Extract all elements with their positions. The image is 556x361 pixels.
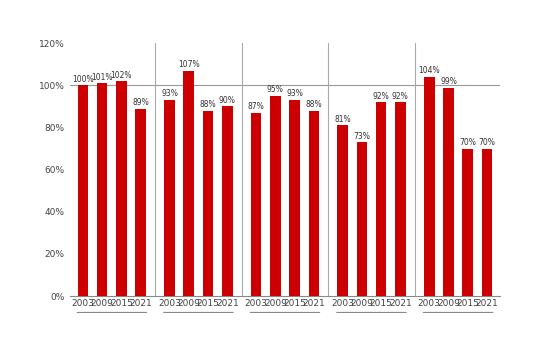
Text: 92%: 92%: [392, 92, 409, 101]
Bar: [443, 88, 454, 296]
Text: 95%: 95%: [267, 85, 284, 94]
Bar: [222, 106, 232, 296]
Text: 73%: 73%: [354, 132, 370, 141]
Bar: [251, 113, 261, 296]
Bar: [356, 142, 367, 296]
Bar: [164, 100, 175, 296]
Bar: [337, 126, 348, 296]
Bar: [289, 100, 300, 296]
Bar: [376, 102, 386, 296]
Text: 87%: 87%: [248, 102, 265, 111]
Text: 104%: 104%: [419, 66, 440, 75]
Text: 102%: 102%: [111, 70, 132, 79]
Text: 93%: 93%: [286, 90, 303, 99]
Bar: [463, 149, 473, 296]
Text: 92%: 92%: [373, 92, 390, 101]
Text: 81%: 81%: [334, 115, 351, 124]
Bar: [270, 96, 281, 296]
Text: 99%: 99%: [440, 77, 457, 86]
Bar: [424, 77, 435, 296]
Bar: [135, 109, 146, 296]
Text: 88%: 88%: [305, 100, 322, 109]
Bar: [116, 81, 127, 296]
Bar: [183, 71, 194, 296]
Bar: [78, 86, 88, 296]
Text: 88%: 88%: [200, 100, 216, 109]
Text: 89%: 89%: [132, 98, 149, 107]
Bar: [309, 111, 319, 296]
Bar: [97, 83, 107, 296]
Text: 100%: 100%: [72, 75, 94, 84]
Text: 93%: 93%: [161, 90, 178, 99]
Bar: [395, 102, 406, 296]
Text: 70%: 70%: [479, 138, 495, 147]
Text: 107%: 107%: [178, 60, 200, 69]
Bar: [203, 111, 214, 296]
Text: 90%: 90%: [219, 96, 236, 105]
Bar: [481, 149, 492, 296]
Text: 101%: 101%: [91, 73, 113, 82]
Text: 70%: 70%: [459, 138, 476, 147]
